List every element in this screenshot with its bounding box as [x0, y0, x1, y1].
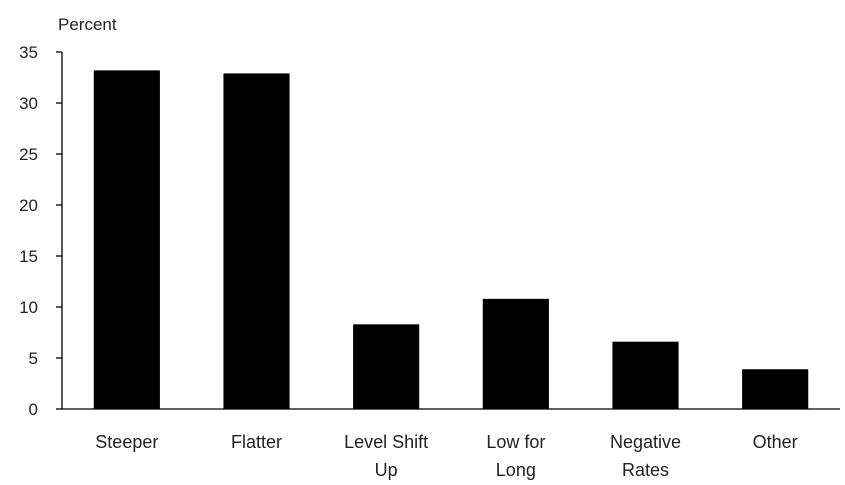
x-category-label: Steeper: [95, 432, 158, 452]
y-axis-unit-label: Percent: [58, 15, 117, 34]
x-axis-labels: Steeper Flatter Level Shift Up Low for Long Ne…: [95, 432, 797, 480]
bar: [353, 324, 420, 409]
y-tick-label: 35: [19, 43, 38, 62]
y-tick-label: 20: [19, 196, 38, 215]
y-axis: 0 5 10 15 20 25 30 35: [19, 43, 62, 419]
x-category-label: Low for Long: [486, 432, 545, 480]
bar: [612, 341, 679, 409]
x-category-label: Flatter: [231, 432, 282, 452]
y-tick-label: 15: [19, 247, 38, 266]
x-category-label: Negative Rates: [610, 432, 681, 480]
y-tick-label: 5: [29, 349, 38, 368]
bar: [223, 73, 290, 410]
bar: [93, 70, 160, 410]
y-tick-label: 0: [29, 400, 38, 419]
y-tick-label: 30: [19, 94, 38, 113]
x-category-label: Level Shift Up: [344, 432, 428, 480]
bar: [482, 298, 549, 409]
x-category-label: Other: [753, 432, 798, 452]
bars: [93, 70, 809, 410]
bar: [742, 369, 809, 409]
y-tick-label: 25: [19, 145, 38, 164]
y-tick-label: 10: [19, 298, 38, 317]
